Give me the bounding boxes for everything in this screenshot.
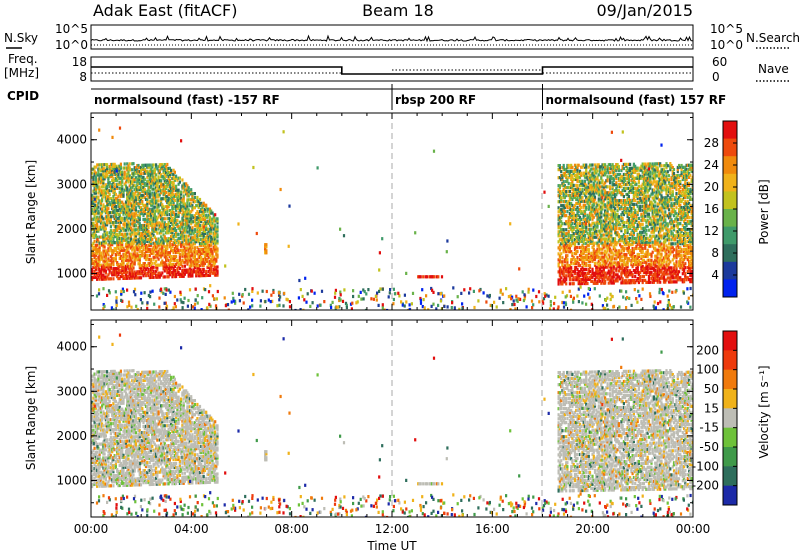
nave-tick-bottom: 0 [712, 70, 720, 84]
colorbar-segment [723, 244, 737, 263]
colorbar-tick-label: -100 [692, 459, 719, 473]
power-ylabel: Slant Range [km] [24, 160, 38, 264]
colorbar-segment [723, 261, 737, 280]
y-tick-label: 2000 [56, 429, 87, 443]
y-tick-label: 1000 [56, 473, 87, 487]
nave-label: Nave [758, 62, 789, 76]
colorbar-segment [723, 156, 737, 175]
colorbar-segment [723, 191, 737, 210]
colorbar-tick-label: 28 [704, 136, 719, 150]
colorbar-segment [723, 173, 737, 192]
colorbar-segment [723, 447, 737, 467]
y-tick-label: 3000 [56, 177, 87, 191]
colorbar-tick-label: 200 [696, 343, 719, 357]
time-axis-label: Time UT [366, 539, 417, 553]
colorbar-tick-label: 12 [704, 224, 719, 238]
y-tick-label: 1000 [56, 266, 87, 280]
colorbar-tick-label: 8 [711, 246, 719, 260]
nsky-tick-bottom: 10^0 [55, 38, 88, 52]
colorbar-tick-label: 100 [696, 363, 719, 377]
x-tick-label: 20:00 [575, 522, 610, 536]
cpid-segment-label: normalsound (fast) 157 RF [546, 93, 727, 107]
nsearch-label: N.Search [746, 31, 800, 45]
nave-tick-top: 60 [712, 55, 727, 69]
cpid-label: CPID [7, 89, 39, 103]
colorbar-segment [723, 485, 737, 506]
colorbar-tick-label: -15 [699, 421, 719, 435]
station-title: Adak East (fitACF) [93, 1, 237, 20]
colorbar-tick-label: 50 [704, 382, 719, 396]
freq-panel [90, 56, 694, 82]
velocity-colorbar-label: Velocity [m s⁻¹] [757, 365, 771, 458]
x-tick-label: 08:00 [274, 522, 309, 536]
x-tick-label: 12:00 [375, 522, 410, 536]
freq-tick-top: 18 [72, 55, 87, 69]
y-tick-label: 3000 [56, 384, 87, 398]
colorbar-segment [723, 209, 737, 228]
velocity-ylabel: Slant Range [km] [24, 366, 38, 470]
colorbar-segment [723, 466, 737, 487]
x-tick-label: 04:00 [174, 522, 209, 536]
y-tick-label: 2000 [56, 222, 87, 236]
date-title: 09/Jan/2015 [596, 1, 693, 20]
colorbar-segment [723, 427, 737, 448]
freq-label-line1: Freq. [8, 52, 38, 66]
colorbar-segment [723, 226, 737, 245]
power-colorbar-label: Power [dB] [757, 179, 771, 244]
cpid-segment-label: normalsound (fast) -157 RF [94, 93, 280, 107]
freq-label-line2: [MHz] [4, 66, 39, 80]
freq-tick-bottom: 8 [79, 70, 87, 84]
colorbar-segment [723, 138, 737, 157]
colorbar-segment [723, 350, 737, 371]
power-colorbar: 28 24 20 16 12 8 4 [704, 120, 738, 298]
colorbar-tick-label: -200 [692, 479, 719, 493]
cpid-segment-label: rbsp 200 RF [395, 93, 476, 107]
colorbar-segment [723, 369, 737, 390]
x-tick-label: 16:00 [475, 522, 510, 536]
nsky-label: N.Sky [4, 31, 38, 45]
colorbar-segment [723, 408, 737, 429]
colorbar-tick-label: 15 [704, 401, 719, 415]
colorbar-tick-label: 24 [704, 158, 719, 172]
colorbar-segment [723, 121, 737, 140]
colorbar-segment [723, 331, 737, 351]
cpid-panel: normalsound (fast) -157 RF rbsp 200 RF nor… [91, 84, 726, 110]
y-tick-label: 4000 [56, 340, 87, 354]
nsky-trace [90, 34, 693, 46]
power-plot: 1000 2000 3000 4000 [56, 112, 694, 311]
colorbar-tick-label: 20 [704, 180, 719, 194]
colorbar-segment [723, 279, 737, 298]
nsky-tick-top: 10^5 [55, 22, 88, 36]
nsearch-tick-bottom: 10^0 [710, 38, 743, 52]
x-tick-label: 00:00 [676, 522, 711, 536]
y-tick-label: 4000 [56, 133, 87, 147]
colorbar-segment [723, 389, 737, 409]
colorbar-tick-label: 4 [711, 268, 719, 282]
colorbar-tick-label: -50 [699, 440, 719, 454]
x-tick-label: 00:00 [74, 522, 109, 536]
nsearch-tick-top: 10^5 [710, 22, 743, 36]
beam-title: Beam 18 [362, 1, 434, 20]
freq-trace [91, 66, 693, 75]
colorbar-tick-label: 16 [704, 202, 719, 216]
velocity-plot: 1000 2000 3000 4000 00:00 04:00 08:00 12:00 16:0… [56, 319, 711, 536]
nsky-panel [90, 24, 694, 50]
velocity-colorbar: 200 100 50 15 -15 -50 -100 -200 [692, 330, 738, 506]
